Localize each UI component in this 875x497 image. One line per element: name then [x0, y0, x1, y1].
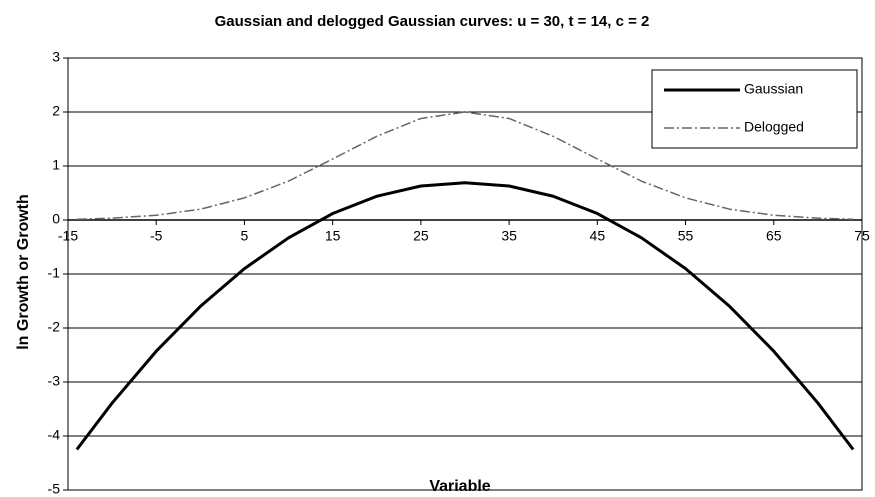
chart-title: Gaussian and delogged Gaussian curves: u…	[215, 13, 650, 30]
x-tick-label: 75	[854, 228, 870, 244]
y-tick-label: -1	[48, 265, 61, 281]
x-tick-label: -5	[150, 228, 163, 244]
legend-label: Delogged	[744, 119, 804, 135]
x-tick-label: 5	[241, 228, 249, 244]
y-tick-label: 1	[52, 157, 60, 173]
y-axis-title: ln Growth or Growth	[15, 194, 32, 350]
x-tick-label: -15	[58, 228, 78, 244]
x-axis-title: Variable	[429, 478, 490, 495]
x-tick-label: 65	[766, 228, 782, 244]
legend-box	[651, 69, 858, 149]
y-tick-label: -3	[48, 373, 61, 389]
y-tick-label: -5	[48, 481, 61, 497]
x-tick-label: 45	[590, 228, 606, 244]
x-tick-label: 15	[325, 228, 341, 244]
x-tick-label: 35	[501, 228, 517, 244]
plot-border	[67, 57, 863, 491]
series-line	[75, 181, 855, 451]
x-tick-label: 25	[413, 228, 429, 244]
y-tick-label: -4	[48, 427, 61, 443]
legend-label: Gaussian	[744, 81, 803, 97]
y-tick-label: -2	[48, 319, 61, 335]
series-line	[76, 111, 854, 220]
y-tick-label: 0	[52, 211, 60, 227]
y-tick-label: 3	[52, 49, 60, 65]
x-tick-label: 55	[678, 228, 694, 244]
y-tick-label: 2	[52, 103, 60, 119]
